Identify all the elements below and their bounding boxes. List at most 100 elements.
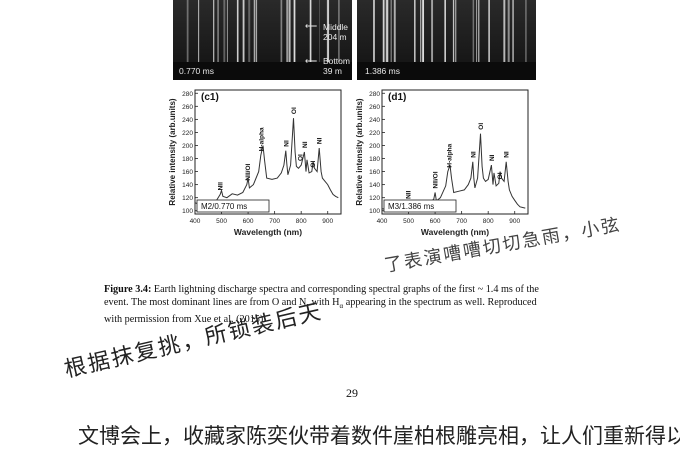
spectral-streak [472,0,475,62]
spectral-streak [507,0,510,62]
box-label-frame [196,199,270,213]
line-annotation: NI [489,154,496,161]
spectral-streak [223,0,226,62]
x-tick-label: 800 [296,218,307,225]
spectral-streak [525,0,527,62]
x-tick-label: 500 [216,218,227,225]
line-annotation: NII [218,182,225,191]
spectral-streak [217,0,219,62]
y-tick-label: 260 [182,104,193,111]
spectral-streak [452,0,454,62]
x-axis-label: Wavelength (nm) [234,227,302,237]
line-annotation: NII/OI [245,163,252,180]
line-annotation: NII/OI [433,171,440,188]
spectral-streak [422,0,425,62]
x-tick-label: 600 [430,218,441,225]
y-tick-label: 180 [182,156,193,163]
plot-frame [194,89,342,215]
spectral-streak [390,0,392,62]
x-tick-label: 500 [403,218,414,225]
caption-line-3: with permission from Xue et al. (2015). [104,314,266,326]
y-tick-label: 120 [369,195,380,202]
y-tick-label: 140 [369,182,380,189]
caption-subscript: α [339,302,344,311]
line-annotation: H-alpha [258,127,265,151]
page-number: 29 [346,386,358,400]
spectral-streak [280,0,283,62]
ground-band [173,62,352,80]
figure-caption: Figure 3.4: Earth lightning discharge sp… [104,283,614,326]
spectrum-streaks-right [357,0,536,80]
spectral-streak [198,0,200,62]
x-tick-label: 900 [509,218,520,225]
x-tick-label: 900 [322,218,333,225]
spectral-streak [431,0,434,62]
line-annotation: NI [283,140,290,147]
y-tick-label: 180 [369,156,380,163]
arrow-icon: ⟵ [305,56,318,66]
spectral-streak [186,0,189,62]
y-tick-label: 280 [182,91,193,98]
spectral-streak [382,0,385,62]
line-annotation: OI [298,154,305,161]
spectral-streak [248,0,251,62]
spectral-streak [477,0,480,62]
caption-line-1: Earth lightning discharge spectra and co… [151,284,539,295]
y-tick-label: 280 [369,91,380,98]
spectral-streak [476,0,477,62]
spectral-streak [293,0,296,62]
marker-middle-label: Middle 204 m [323,22,349,42]
x-tick-label: 800 [483,218,494,225]
spectrum-image-right: 1.386 ms [357,0,536,80]
y-tick-label: 260 [369,104,380,111]
y-tick-label: 140 [182,182,193,189]
x-tick-label: 400 [377,218,388,225]
y-tick-label: 240 [182,117,193,124]
y-tick-label: 160 [369,169,380,176]
spectrum-line [194,118,339,205]
panel-label: (c1) [201,92,219,103]
line-annotation: NI [317,137,324,144]
line-annotation: NI [504,151,511,158]
spectrum-chart-d1: 100 120 140 160 180 200 220 240 260 280 400 500 600 7… [355,89,529,237]
spectral-streak [242,0,245,62]
spectral-streak [327,0,330,62]
y-tick-label: 220 [369,130,380,137]
x-tick-label: 700 [456,218,467,225]
spectral-streak [226,0,228,62]
x-tick-label: 700 [269,218,280,225]
panel-label: (d1) [388,92,406,103]
spectrum-streaks-left [173,0,352,80]
line-annotation: H-alpha [446,143,453,167]
spectral-streak [309,0,312,62]
y-tick-label: 240 [369,117,380,124]
caption-line-2-end: appearing in the spectrum as well. Repro… [343,297,537,308]
x-axis-label: Wavelength (nm) [421,227,489,237]
spectral-streak [385,0,387,62]
handwritten-line-bottom: 文博会上，收藏家陈奕伙带着数件崖柏根雕亮相，让人们重新得以 [78,424,680,448]
spectrum-chart-c1: 100 120 140 160 180 200 220 240 260 280 400 500 600 7… [168,89,342,237]
spectrum-time-label: 1.386 ms [365,66,400,76]
y-tick-label: 200 [182,143,193,150]
spectral-streak [319,0,320,62]
plot-frame [381,89,529,215]
line-annotation: NII [406,190,413,199]
spectral-streak [373,0,375,62]
spectral-streak [286,0,288,62]
x-tick-label: 600 [243,218,254,225]
y-tick-label: 120 [182,195,193,202]
spectral-streak [386,0,389,62]
box-label: M3/1.386 ms [388,202,434,211]
spectrum-time-label: 0.770 ms [179,66,214,76]
y-tick-label: 220 [182,130,193,137]
line-annotation: NI [470,151,477,158]
spectral-streak [326,0,329,62]
marker-bottom-label: Bottom 39 m [323,56,350,76]
spectral-streak [255,0,258,62]
spectral-streak [420,0,422,62]
spectral-streak [338,0,340,62]
spectral-streak [236,0,239,62]
spectral-streak [414,0,416,62]
spectral-streak [512,0,514,62]
spectral-streak [488,0,490,62]
